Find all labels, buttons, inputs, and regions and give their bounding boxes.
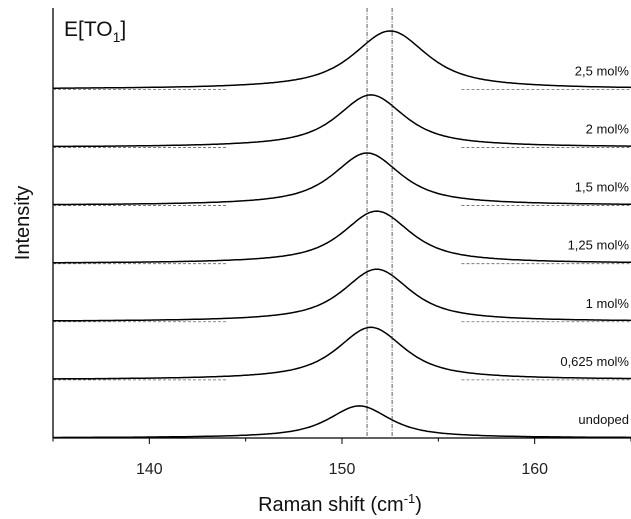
baseline-group: [53, 88, 631, 381]
series-line: [53, 326, 631, 380]
x-tick-label: 150: [329, 461, 356, 478]
series-line: [52, 94, 631, 148]
series-label: 0,625 mol%: [560, 354, 629, 369]
y-axis-title: Intensity: [12, 186, 34, 260]
series-label: undoped: [578, 412, 629, 427]
series-line: [53, 30, 631, 89]
x-tick-label: 140: [136, 461, 163, 478]
reference-lines: [366, 8, 393, 438]
plot-area: 140 150 160 undoped 0,625 mol% 1 mol% 1,25 mo…: [52, 8, 631, 478]
series-line: [53, 152, 631, 206]
x-tick-label: 160: [521, 461, 548, 478]
panel-title: E[TO1]: [64, 18, 126, 45]
series-labels: undoped 0,625 mol% 1 mol% 1,25 mol% 1,5 mol%…: [560, 63, 629, 427]
x-ticks: 140 150 160: [52, 438, 631, 478]
series-label: 1,25 mol%: [568, 238, 630, 253]
series-line: [53, 210, 631, 264]
series-label: 1 mol%: [586, 296, 630, 311]
series-label: 2,5 mol%: [575, 63, 630, 78]
series-label: 1,5 mol%: [575, 180, 630, 195]
x-axis-title: Raman shift (cm-1): [258, 491, 422, 516]
series-line: [53, 268, 631, 322]
series-label: 2 mol%: [586, 121, 630, 136]
curve-group: [52, 30, 631, 439]
series-line: [53, 405, 631, 439]
